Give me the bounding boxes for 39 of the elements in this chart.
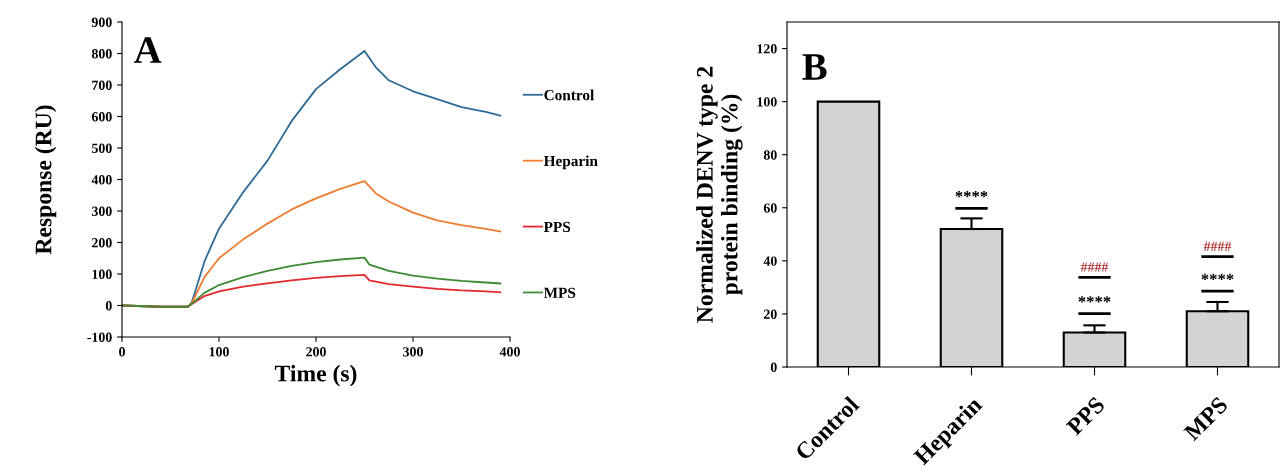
y-tick-label: 600 <box>91 112 112 122</box>
legend-label: Heparin <box>543 155 598 170</box>
y-tick-label: 60 <box>763 203 777 213</box>
annotation: A <box>134 37 162 63</box>
annotation: **** <box>1201 273 1234 281</box>
legend-label: MPS <box>543 287 576 298</box>
y-axis-title: Normalized DENV type 2 protein binding (%) <box>696 66 743 323</box>
annotation: #### <box>1080 262 1109 272</box>
annotation: **** <box>955 191 988 198</box>
y-tick-label: 20 <box>763 309 777 319</box>
line-series <box>122 256 502 308</box>
y-tick-label: 200 <box>92 238 112 248</box>
x-tick-label: 400 <box>499 347 520 357</box>
y-tick-label: 100 <box>92 269 112 279</box>
y-tick-label: 900 <box>91 17 112 27</box>
y-tick-label: 800 <box>91 49 112 59</box>
y-tick-label: 500 <box>92 143 112 153</box>
y-axis-title: Response (RU) <box>34 105 57 255</box>
legend-label: PPS <box>543 221 571 233</box>
y-tick-label: 40 <box>763 256 777 266</box>
x-tick-label: 100 <box>209 347 229 357</box>
y-tick-label: -100 <box>87 332 112 342</box>
y-tick-label: 100 <box>757 97 777 107</box>
annotation: **** <box>1078 296 1111 303</box>
x-tick-label: 300 <box>403 347 423 357</box>
y-tick-label: 700 <box>92 80 112 90</box>
y-tick-label: 300 <box>91 206 112 216</box>
annotation: B <box>802 54 827 80</box>
x-tick-label: 200 <box>306 347 326 357</box>
annotation: #### <box>1203 241 1232 251</box>
x-tick-label: 0 <box>119 347 125 357</box>
y-tick-label: 0 <box>770 362 777 372</box>
x-tick-label: PPS <box>1065 396 1106 436</box>
x-axis-title: Time (s) <box>274 364 357 387</box>
y-tick-label: 120 <box>757 44 777 54</box>
y-tick-label: 0 <box>105 301 112 311</box>
legend-label: Control <box>544 89 594 101</box>
y-tick-label: 400 <box>91 175 112 185</box>
y-tick-label: 80 <box>763 150 777 160</box>
